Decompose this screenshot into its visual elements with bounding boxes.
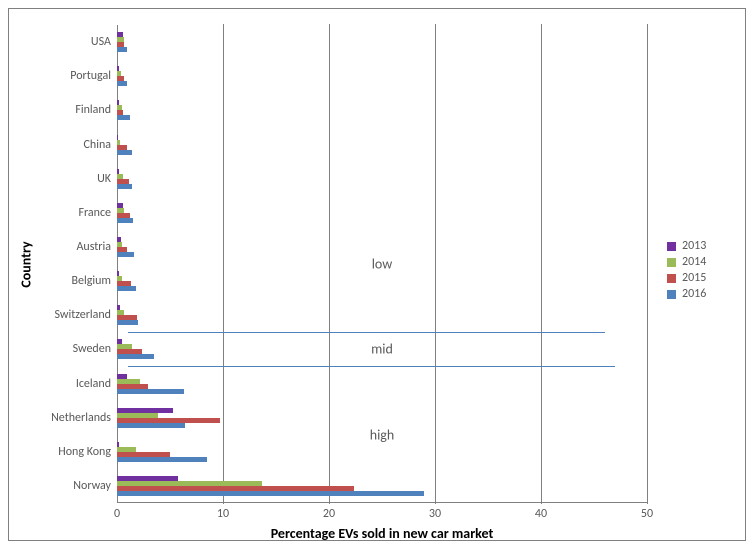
bar	[117, 423, 185, 428]
y-axis-label: Country	[18, 241, 35, 287]
separator-line	[128, 366, 616, 367]
gridline	[223, 24, 224, 504]
gridline	[647, 24, 648, 504]
bar	[117, 47, 127, 52]
legend-item: 2013	[667, 239, 706, 253]
legend-label: 2014	[682, 255, 706, 269]
gridline	[435, 24, 436, 504]
bar	[117, 115, 130, 120]
bar	[117, 389, 184, 394]
bar	[117, 81, 127, 86]
bar	[117, 184, 132, 189]
bar	[117, 218, 133, 223]
bar	[117, 286, 136, 291]
legend-item: 2014	[667, 255, 706, 269]
legend-swatch	[667, 258, 676, 267]
legend-item: 2016	[667, 287, 706, 301]
x-tick-label: 30	[429, 507, 441, 521]
x-tick-label: 50	[641, 507, 653, 521]
legend-label: 2016	[682, 287, 706, 301]
legend: 2013 2014 2015 2016	[667, 237, 706, 303]
chart-frame: lowmidhigh 01020304050 USAPortugalFinlan…	[8, 8, 746, 541]
bar	[117, 252, 134, 257]
x-axis-label: Percentage EVs sold in new car market	[117, 525, 647, 542]
gridline	[541, 24, 542, 504]
plot-area: low mid high	[117, 25, 647, 503]
x-tick-label: 20	[323, 507, 335, 521]
annotation-label: low	[372, 256, 393, 273]
legend-label: 2013	[682, 239, 706, 253]
bar	[117, 320, 138, 325]
separator-line	[128, 332, 605, 333]
legend-item: 2015	[667, 271, 706, 285]
legend-swatch	[667, 242, 676, 251]
bar	[117, 150, 132, 155]
bar	[117, 491, 424, 496]
gridline	[329, 24, 330, 504]
annotation-label: mid	[371, 341, 393, 358]
annotation-label: high	[370, 426, 395, 443]
x-tick-label: 0	[114, 507, 120, 521]
x-tick-label: 10	[217, 507, 229, 521]
legend-swatch	[667, 274, 676, 283]
legend-swatch	[667, 290, 676, 299]
y-axis-label-wrap: Country	[15, 25, 37, 503]
bar	[117, 457, 207, 462]
legend-label: 2015	[682, 271, 706, 285]
x-tick-label: 40	[535, 507, 547, 521]
bar	[117, 354, 154, 359]
